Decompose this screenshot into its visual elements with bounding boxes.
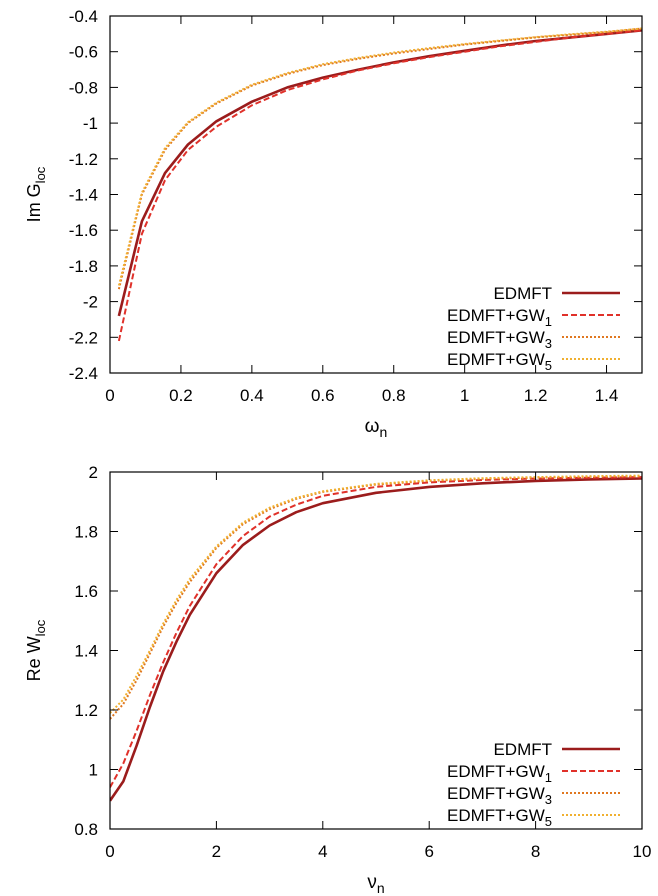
x-tick-label: 0.8 bbox=[382, 386, 406, 405]
y-tick-label: -2 bbox=[83, 293, 98, 312]
y-axis-label: Re Wloc bbox=[24, 619, 48, 681]
legend-label-4: EDMFT+GW5 bbox=[447, 806, 552, 829]
legend-label-3: EDMFT+GW3 bbox=[447, 784, 552, 807]
legend-label-3: EDMFT+GW3 bbox=[447, 328, 552, 351]
x-tick-label: 0.2 bbox=[169, 386, 193, 405]
legend-label-1: EDMFT bbox=[493, 284, 552, 303]
legend-label-sub: 5 bbox=[545, 358, 552, 373]
series-line-3 bbox=[110, 475, 642, 720]
x-tick-label: 0.4 bbox=[240, 386, 264, 405]
y-axis-label-sub: loc bbox=[33, 166, 48, 183]
legend-label-main: EDMFT+GW bbox=[447, 306, 545, 325]
plot-frame bbox=[109, 471, 643, 830]
y-axis-label: Im Gloc bbox=[24, 166, 48, 222]
y-tick-label: 1.2 bbox=[74, 701, 98, 720]
y-tick-label: -0.4 bbox=[69, 7, 98, 26]
legend-label-sub: 5 bbox=[545, 814, 552, 829]
series-group bbox=[117, 27, 642, 342]
x-tick-label: 0.6 bbox=[311, 386, 335, 405]
series-line-1 bbox=[110, 477, 642, 802]
legend-label-main: EDMFT+GW bbox=[447, 806, 545, 825]
y-tick-label: 0.8 bbox=[74, 820, 98, 839]
x-tick-label: 1.2 bbox=[524, 386, 548, 405]
y-tick-label: 1 bbox=[89, 761, 98, 780]
bottom-chart-panel: 0 2 4 6 8 10 0.8 1 1.2 1.4 1.6 1.8 2 νn Re Wloc EDMFT ED… bbox=[24, 463, 651, 896]
legend-label-1: EDMFT bbox=[493, 740, 552, 759]
legend-label-main: EDMFT bbox=[493, 740, 552, 759]
y-tick-label: -2.2 bbox=[69, 328, 98, 347]
legend-label-4: EDMFT+GW5 bbox=[447, 350, 552, 373]
legend-label-sub: 1 bbox=[545, 314, 552, 329]
series-line-2 bbox=[117, 29, 642, 342]
x-tick-label: 0 bbox=[105, 386, 114, 405]
legend-label-2: EDMFT+GW1 bbox=[447, 306, 552, 329]
legend-label-sub: 3 bbox=[545, 792, 552, 807]
y-tick-label: -0.8 bbox=[69, 78, 98, 97]
legend-label-sub: 3 bbox=[545, 336, 552, 351]
x-axis-label: ωn bbox=[365, 416, 388, 440]
y-tick-label: -0.6 bbox=[69, 43, 98, 62]
y-tick-label: -1 bbox=[83, 114, 98, 133]
x-tick-label: 0 bbox=[105, 842, 114, 861]
x-tick-label: 4 bbox=[318, 842, 327, 861]
series-line-1 bbox=[117, 29, 642, 317]
y-tick-label: 1.4 bbox=[74, 642, 98, 661]
x-tick-label: 10 bbox=[633, 842, 652, 861]
y-tick-label: -1.4 bbox=[69, 186, 98, 205]
series-line-2 bbox=[110, 476, 642, 788]
x-axis-label-sub: n bbox=[380, 424, 388, 440]
y-tick-label: 1.8 bbox=[74, 523, 98, 542]
series-group bbox=[110, 474, 642, 802]
x-tick-label: 6 bbox=[424, 842, 433, 861]
legend-label-2: EDMFT+GW1 bbox=[447, 762, 552, 785]
legend-label-sub: 1 bbox=[545, 770, 552, 785]
legend-label-main: EDMFT+GW bbox=[447, 350, 545, 369]
x-tick-label: 1.4 bbox=[595, 386, 619, 405]
y-tick-label: 2 bbox=[89, 463, 98, 482]
series-line-4 bbox=[110, 474, 642, 714]
y-tick-label: 1.6 bbox=[74, 582, 98, 601]
series-line-3 bbox=[117, 27, 642, 290]
y-tick-label: -1.6 bbox=[69, 221, 98, 240]
y-tick-label: -2.4 bbox=[69, 364, 98, 383]
legend-label-main: EDMFT+GW bbox=[447, 328, 545, 347]
x-axis-label: νn bbox=[367, 872, 384, 896]
series-line-4 bbox=[117, 27, 642, 286]
top-chart-panel: 0 0.2 0.4 0.6 0.8 1 1.2 1.4 -2.4 -2.2 -2 -1.8 -1.6 -1… bbox=[24, 7, 643, 440]
x-tick-label: 8 bbox=[531, 842, 540, 861]
x-axis-label-main: ω bbox=[365, 416, 380, 437]
legend-label-main: EDMFT+GW bbox=[447, 762, 545, 781]
legend-label-main: EDMFT bbox=[493, 284, 552, 303]
y-axis-label-main: Im G bbox=[24, 183, 44, 222]
x-axis-label-sub: n bbox=[377, 880, 385, 896]
x-tick-label: 1 bbox=[460, 386, 469, 405]
y-tick-label: -1.8 bbox=[69, 257, 98, 276]
plot-frame bbox=[109, 15, 643, 374]
x-tick-label: 2 bbox=[212, 842, 221, 861]
y-axis-label-main: Re W bbox=[24, 636, 44, 681]
legend-label-main: EDMFT+GW bbox=[447, 784, 545, 803]
y-tick-label: -1.2 bbox=[69, 150, 98, 169]
x-axis-label-main: ν bbox=[367, 872, 377, 893]
y-axis-label-sub: loc bbox=[33, 619, 48, 636]
